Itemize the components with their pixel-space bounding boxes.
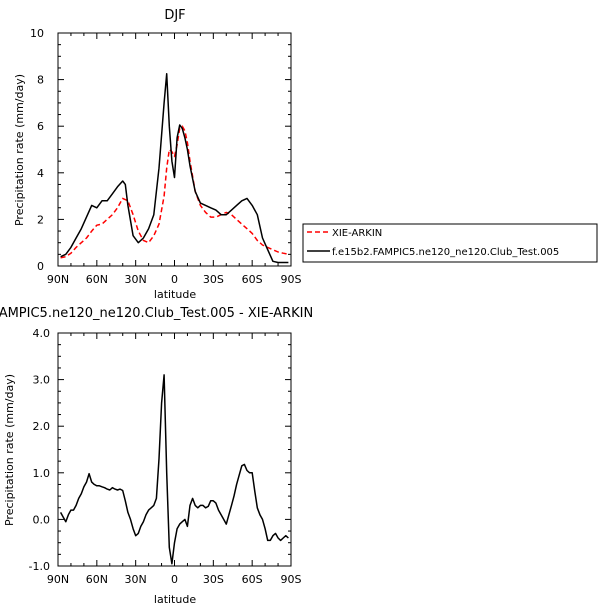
y-tick-label: 4.0 [33,327,51,340]
top-series [60,73,289,264]
bottom-y-ticks: -1.0 0.0 1.0 2.0 3.0 4.0 [29,327,291,573]
y-tick-label: 1.0 [33,467,51,480]
y-tick-label: 4 [37,167,44,180]
legend-box [302,223,598,263]
series-line-0 [59,374,289,565]
x-tick-label: 90S [281,273,302,286]
legend-label-model: f.e15b2.FAMPIC5.ne120_ne120.Club_Test.00… [332,247,559,258]
x-tick-label: 30S [203,573,224,586]
legend-label-xie-arkin: XIE-ARKIN [332,228,382,239]
y-tick-label: 8 [37,74,44,87]
x-tick-label: 60N [86,573,108,586]
top-y-ticks: 0 2 4 6 8 10 [30,27,291,273]
bottom-chart-title: 2.FAMPIC5.ne120_ne120.Club_Test.005 - XI… [0,306,313,321]
y-tick-label: 3.0 [33,374,51,387]
y-tick-label: 6 [37,120,44,133]
x-tick-label: 30N [125,573,147,586]
top-x-axis-label: latitude [154,288,196,301]
x-tick-label: 90S [281,573,302,586]
y-tick-label: 10 [30,27,44,40]
x-tick-label: 90N [47,273,69,286]
y-tick-label: 0 [37,260,44,273]
y-tick-label: 2 [37,213,44,226]
x-tick-label: 90N [47,573,69,586]
x-tick-label: 60S [242,573,263,586]
bottom-series [59,374,289,565]
series-line-1 [60,73,289,264]
x-tick-label: 0 [171,273,178,286]
bottom-chart: 2.FAMPIC5.ne120_ne120.Club_Test.005 - XI… [0,306,313,606]
legend: XIE-ARKIN f.e15b2.FAMPIC5.ne120_ne120.Cl… [302,223,598,263]
x-tick-label: 0 [171,573,178,586]
y-tick-label: 2.0 [33,420,51,433]
top-x-ticks: 90N 60N 30N 0 30S 60S 90S [47,33,302,286]
top-chart: DJF 0 2 4 6 8 10 90N 60N 30N 0 30S 60S 90S latitude… [13,8,302,301]
bottom-x-ticks: 90N 60N 30N 0 30S 60S 90S [47,333,302,586]
bottom-y-axis-label: Precipitation rate (mm/day) [3,374,16,526]
top-y-axis-label: Precipitation rate (mm/day) [13,74,26,226]
y-tick-label: -1.0 [29,560,50,573]
x-tick-label: 60N [86,273,108,286]
bottom-x-axis-label: latitude [154,593,196,606]
top-chart-title: DJF [164,8,185,23]
y-tick-label: 0.0 [33,513,51,526]
x-tick-label: 30S [203,273,224,286]
top-plot-area [57,32,292,267]
x-tick-label: 60S [242,273,263,286]
series-line-0 [60,125,289,259]
x-tick-label: 30N [125,273,147,286]
bottom-plot-area [57,332,292,567]
